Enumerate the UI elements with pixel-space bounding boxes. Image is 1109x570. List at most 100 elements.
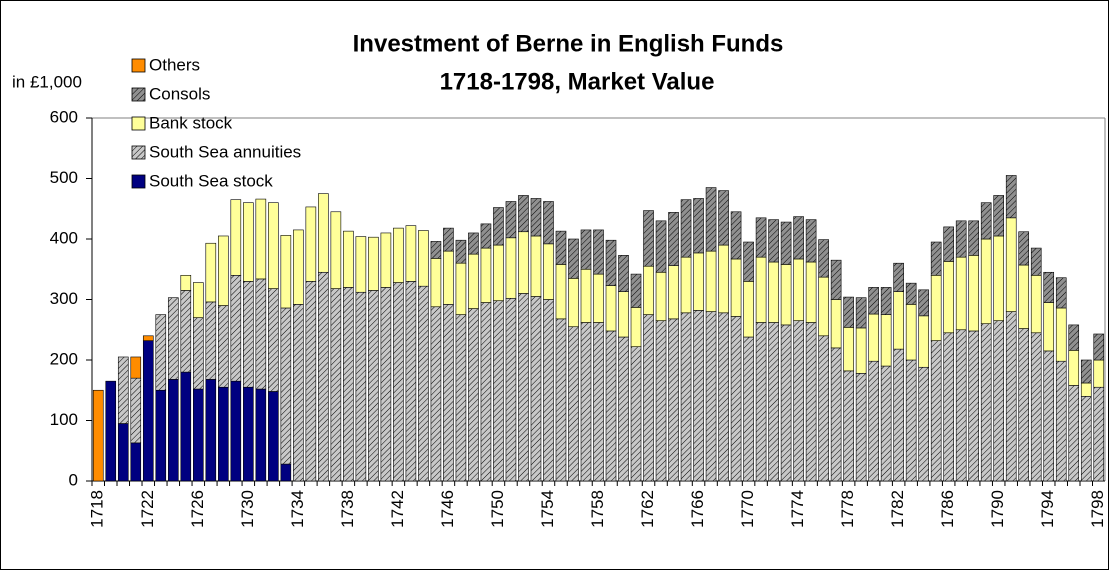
bar-segment [843, 296, 854, 328]
x-tick-label: 1738 [338, 490, 357, 528]
bar-segment [1030, 332, 1042, 482]
bar-segment [605, 239, 617, 286]
bar-segment [905, 282, 917, 305]
bar-segment [1043, 271, 1055, 303]
bar-segment [468, 253, 479, 309]
x-tick-label: 1742 [388, 490, 407, 528]
bar-segment [117, 423, 129, 482]
chart-title: Investment of Berne in English Funds [353, 30, 784, 57]
bar-segment [243, 202, 254, 282]
bar-segment [893, 262, 904, 292]
y-tick-label: 400 [50, 228, 78, 247]
bar-segment [568, 278, 579, 328]
bar-segment [793, 216, 804, 260]
y-axis-label: in £1,000 [12, 72, 82, 91]
bar-segment [893, 348, 904, 482]
bar-segment [430, 258, 442, 308]
legend-swatch [131, 174, 146, 189]
bar-segment [493, 300, 504, 482]
x-tick-label: 1790 [988, 490, 1007, 528]
bar-segment [1018, 231, 1030, 266]
bar-segment [1093, 333, 1105, 361]
bar-segment [92, 389, 104, 482]
bar-segment [593, 229, 604, 275]
bar-segment [368, 236, 379, 291]
bar-segment [980, 323, 992, 482]
bar-segment [780, 324, 792, 482]
bar-segment [618, 336, 629, 482]
bar-segment [618, 291, 629, 338]
bar-segment [1030, 274, 1042, 334]
bar-segment [918, 289, 929, 317]
bar-segment [130, 356, 142, 379]
bar-segment [230, 380, 242, 482]
bar-segment [530, 296, 542, 482]
bar-segment [668, 212, 679, 266]
bar-segment [105, 380, 117, 482]
bar-segment [580, 229, 592, 270]
bar-segment [443, 227, 454, 252]
bar-segment [1093, 386, 1105, 482]
bar-segment [505, 297, 517, 482]
bar-segment [393, 227, 404, 283]
bar-segment [155, 389, 167, 482]
bar-segment [1055, 307, 1067, 362]
bar-segment [430, 241, 442, 259]
bar-segment [693, 310, 704, 482]
bar-segment [593, 322, 604, 482]
bar-segment [480, 223, 492, 249]
bar-segment [1080, 395, 1092, 482]
legend-swatch [131, 87, 146, 102]
bar-segment [1093, 359, 1105, 388]
bar-segment [443, 250, 454, 305]
bar-segment [380, 287, 392, 482]
legend-label: South Sea annuities [149, 142, 301, 161]
bar-segment [543, 299, 554, 482]
bar-segment [293, 229, 304, 305]
bar-segment [1005, 175, 1017, 219]
bar-segment [505, 237, 517, 299]
bar-segment [855, 327, 867, 374]
x-tick-label: 1794 [1038, 490, 1057, 528]
bar-segment [180, 371, 192, 482]
bar-segment [343, 287, 354, 482]
bar-segment [968, 330, 979, 482]
bar-segment [818, 276, 829, 337]
bar-segment [1005, 311, 1017, 482]
x-tick-label: 1754 [538, 490, 557, 528]
bar-segment [980, 202, 992, 240]
bar-segment [1080, 359, 1092, 384]
bar-segment [180, 290, 192, 373]
bar-segment [330, 288, 342, 482]
bar-segment [293, 304, 304, 482]
bar-segment [843, 370, 854, 482]
bar-segment [643, 314, 654, 482]
bar-segment [305, 281, 317, 482]
bar-segment [880, 287, 892, 315]
bar-segment [943, 332, 954, 482]
bar-segment [255, 388, 267, 482]
x-tick-label: 1786 [938, 490, 957, 528]
bar-segment [1068, 385, 1080, 482]
bar-segment [793, 258, 804, 321]
bar-segment [655, 220, 667, 273]
bar-segment [243, 281, 254, 388]
bar-segment [318, 193, 329, 273]
bar-segment [743, 281, 754, 338]
bar-segment [1068, 324, 1080, 351]
bar-segment [255, 278, 267, 390]
bar-segment [793, 320, 804, 482]
bar-segment [280, 463, 292, 482]
bar-segment [905, 304, 917, 361]
bar-segment [193, 388, 204, 482]
bar-segment [743, 336, 754, 482]
legend-swatch [131, 58, 146, 73]
bar-segment [668, 318, 679, 482]
x-tick-label: 1770 [738, 490, 757, 528]
bar-segment [343, 230, 354, 288]
bar-segment [1055, 277, 1067, 309]
bar-segment [755, 217, 767, 258]
bar-segment [355, 291, 367, 482]
x-tick-label: 1766 [688, 490, 707, 528]
bar-segment [268, 391, 279, 482]
